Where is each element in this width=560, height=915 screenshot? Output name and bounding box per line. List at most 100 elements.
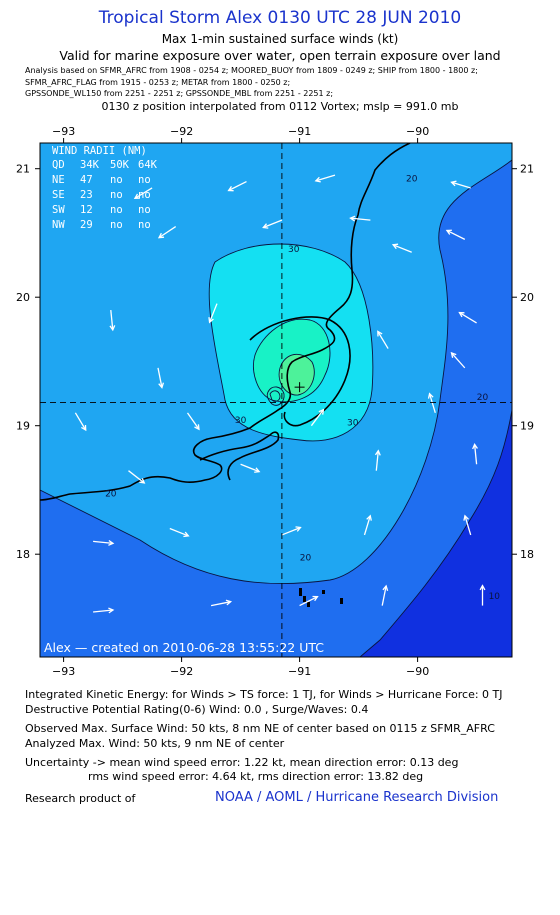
wind-radii-cell: no	[110, 189, 123, 201]
wind-radii-cell: NE	[52, 174, 65, 186]
wind-radii-cell: no	[138, 189, 151, 201]
y-tick-label-right: 19	[520, 420, 534, 433]
wind-vector	[210, 601, 231, 607]
y-tick-label-left: 21	[16, 163, 30, 176]
contour-20kt	[40, 159, 512, 584]
wind-vector-head	[349, 215, 356, 222]
chart-subtitle: Max 1-min sustained surface winds (kt)	[161, 32, 399, 46]
wind-vector-head	[458, 311, 465, 318]
wind-vector-head	[133, 193, 140, 199]
wind-vector	[315, 174, 336, 182]
wind-radii-cell: no	[110, 204, 123, 216]
wind-radii-cell: no	[138, 174, 151, 186]
wind-vector-head	[314, 176, 321, 183]
wind-radii-cell: SE	[52, 189, 65, 201]
wind-vector	[375, 450, 379, 471]
x-tick-label-top: −90	[406, 125, 429, 138]
wind-vector-head	[463, 514, 469, 521]
wind-vector-head	[225, 599, 233, 606]
wind-vector-head	[108, 607, 115, 614]
contour-label: 30	[347, 419, 359, 429]
y-tick-label-left: 18	[16, 548, 30, 561]
wind-vector	[459, 312, 477, 324]
center-crosshair	[40, 143, 512, 657]
y-tick-label-right: 21	[520, 163, 534, 176]
wind-radii-cell: no	[110, 174, 123, 186]
wind-vector	[310, 409, 324, 427]
wind-vector-head	[450, 180, 457, 187]
coastline	[40, 143, 411, 501]
wind-radii-cell: 23	[80, 189, 93, 201]
wind-vector-head	[194, 424, 200, 431]
validity-note: Valid for marine exposure over water, op…	[59, 48, 501, 63]
wind-vector-head	[109, 325, 116, 332]
y-tick-label-left: 19	[16, 420, 30, 433]
wind-vector-head	[81, 424, 87, 432]
wind-vector-head	[391, 243, 399, 250]
contour-label: 30	[235, 416, 247, 426]
x-tick-label-top: −92	[170, 125, 193, 138]
wind-vector	[128, 470, 145, 484]
wind-vector	[240, 463, 260, 473]
x-tick-label-bottom: −91	[288, 665, 311, 678]
wind-radii-table: WIND RADII (NM) QD 34K 50K 64K NE 47 no no SE 23 n…	[52, 145, 158, 231]
wind-vector	[473, 444, 478, 465]
research-org-link[interactable]: NOAA / AOML / Hurricane Research Divisio…	[215, 790, 499, 805]
position-note: 0130 z position interpolated from 0112 V…	[101, 100, 459, 113]
research-label: Research product of	[25, 792, 136, 805]
wind-vector	[186, 412, 200, 430]
wind-vector-head	[157, 232, 165, 239]
wind-vector	[157, 367, 163, 388]
wind-vector-head	[445, 229, 452, 235]
wind-vectors	[74, 174, 486, 614]
wind-vector	[392, 244, 412, 253]
wind-vector	[350, 217, 371, 221]
contour-10kt	[359, 409, 512, 657]
analysis-line-2: SFMR_AFRC_FLAG from 1915 - 0253 z; METAR…	[25, 78, 291, 87]
wind-vector	[134, 187, 153, 199]
contour-label: 20	[300, 554, 312, 564]
x-tick-label-top: −93	[52, 125, 75, 138]
x-tick-label-bottom: −90	[406, 665, 429, 678]
chart-title: Tropical Storm Alex 0130 UTC 28 JUN 2010	[98, 8, 462, 28]
contour-bands: 20 30 30 30 20 20 20 10	[40, 143, 512, 657]
wind-radii-cell: no	[138, 204, 151, 216]
y-tick-label-left: 20	[16, 291, 30, 304]
x-tick-label-bottom: −92	[170, 665, 193, 678]
contour-lines	[40, 159, 512, 657]
wind-vector-head	[479, 584, 486, 591]
wind-vector	[208, 303, 218, 323]
analyzed-max-text: Analyzed Max. Wind: 50 kts, 9 nm NE of c…	[25, 737, 285, 750]
ike-text: Integrated Kinetic Energy: for Winds > T…	[25, 688, 503, 701]
analysis-line-1: Analysis based on SFMR_AFRC from 1908 - …	[25, 66, 478, 75]
wind-radii-cell: 47	[80, 174, 93, 186]
y-tick-label-right: 18	[520, 548, 534, 561]
uncertainty-line-1: Uncertainty -> mean wind speed error: 1.…	[25, 756, 459, 769]
wind-radii-header-cell: 34K	[80, 159, 100, 171]
wind-radii-header-cell: QD	[52, 159, 65, 171]
wind-vector	[464, 515, 472, 536]
wind-vector	[93, 609, 114, 613]
wind-vector-head	[208, 317, 214, 324]
wind-radii-cell: NW	[52, 219, 65, 231]
wind-vector	[451, 181, 471, 189]
wind-vector	[74, 412, 87, 431]
wind-vector-head	[254, 467, 261, 473]
wind-vector-head	[472, 442, 478, 450]
inner-coast-loop	[249, 316, 351, 427]
wind-vector-head	[158, 382, 165, 389]
wind-vector	[93, 540, 114, 544]
storm-center-marker	[294, 382, 305, 393]
wind-vector-head	[427, 392, 434, 399]
wind-vector-head	[366, 514, 372, 521]
wind-radii-cell: SW	[52, 204, 65, 216]
x-tick-label-bottom: −93	[52, 665, 75, 678]
wind-vector-head	[139, 478, 146, 484]
wind-radii-title: WIND RADII (NM)	[52, 145, 147, 157]
wind-vector-head	[183, 531, 190, 538]
wind-vector	[281, 526, 301, 536]
wind-vector	[228, 180, 247, 192]
wind-vector	[299, 596, 318, 607]
wind-vector-head	[312, 595, 319, 602]
wind-radii-cell: no	[110, 219, 123, 231]
